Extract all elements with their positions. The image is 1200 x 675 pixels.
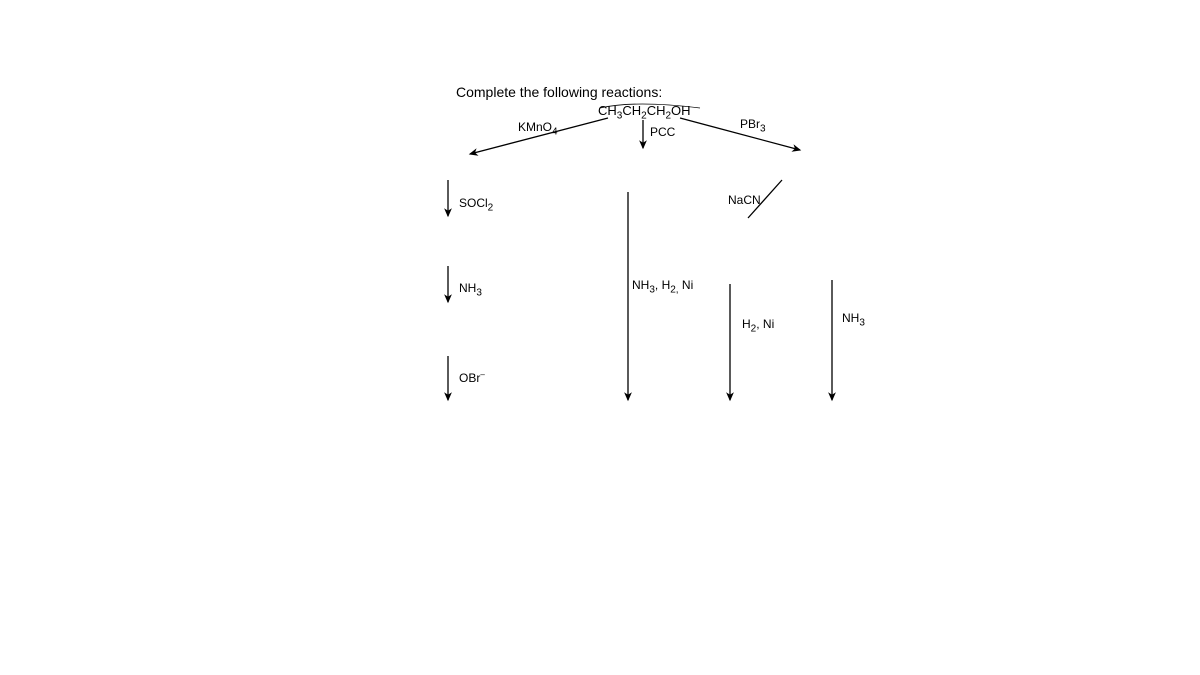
reagent-curve [600, 104, 700, 108]
pbr3-arrow [680, 118, 800, 150]
reaction-diagram [0, 0, 1200, 675]
kmno4-arrow [470, 118, 608, 154]
nacn-line [748, 180, 782, 218]
